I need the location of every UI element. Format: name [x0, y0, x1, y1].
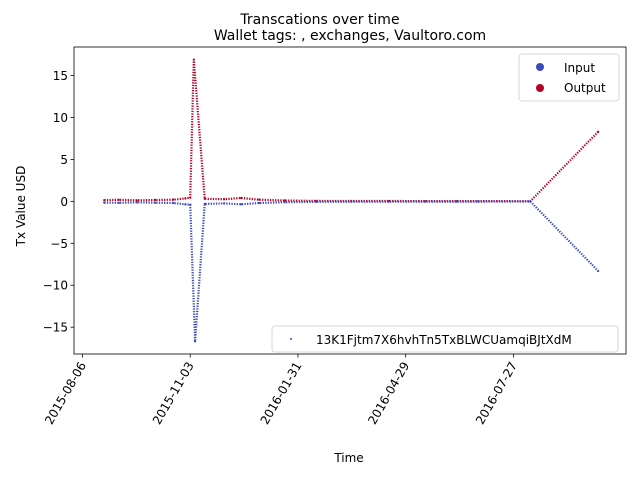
input-point	[315, 200, 318, 203]
output-point	[597, 130, 600, 133]
legend-label-input: Input	[564, 61, 595, 75]
input-point	[135, 201, 139, 204]
output-point	[154, 198, 157, 202]
input-point	[239, 203, 243, 206]
input-point	[423, 200, 427, 203]
output-point	[103, 198, 106, 202]
y-tick-label: −5	[50, 237, 68, 251]
input-point	[117, 201, 120, 204]
input-point	[172, 201, 175, 205]
output-point	[184, 197, 187, 200]
plot-axes: −15 −10 −5 0 5 10 15 2015-08-06 2015-11-03 2016-0…	[42, 69, 520, 427]
output-point	[203, 197, 206, 200]
input-point	[189, 203, 192, 206]
output-point	[192, 58, 195, 61]
y-tick-label: 10	[53, 111, 68, 125]
output-point	[258, 198, 261, 201]
y-tick-label: −15	[43, 321, 68, 335]
address-legend-box	[271, 325, 619, 353]
output-point	[117, 198, 120, 201]
y-tick-label: −10	[43, 279, 68, 293]
legend-label-output: Output	[564, 81, 606, 95]
data-points	[103, 58, 600, 343]
input-point	[387, 200, 390, 203]
legend-marker-output	[536, 84, 544, 92]
legend: Input Output	[518, 53, 620, 102]
input-point	[283, 201, 286, 204]
legend-box	[518, 53, 620, 102]
y-tick-label: 5	[60, 153, 68, 167]
output-point	[172, 198, 175, 201]
output-point	[135, 199, 139, 202]
input-point	[184, 203, 187, 206]
x-tick-label: 2015-08-06	[42, 360, 89, 427]
input-point	[103, 201, 106, 204]
input-point-cluster	[104, 200, 599, 342]
input-point	[455, 200, 458, 203]
address-legend-marker	[290, 338, 292, 340]
input-point	[477, 200, 480, 203]
x-tick-label: 2016-01-31	[258, 360, 305, 427]
y-axis-label: Tx Value USD	[14, 166, 28, 248]
x-tick-label: 2016-04-29	[365, 360, 412, 427]
input-point	[154, 201, 157, 204]
x-axis-label: Time	[333, 451, 363, 465]
input-point	[529, 200, 532, 203]
address-legend-label: 13K1Fjtm7X6hvhTn5TxBLWCUamqiBJtXdM	[316, 333, 572, 347]
legend-marker-input	[536, 63, 544, 71]
output-point	[283, 199, 286, 202]
y-tick-label: 0	[60, 195, 68, 209]
plot-frame	[73, 46, 627, 355]
input-point	[223, 202, 226, 205]
chart-title: Wallet tags: , exchanges, Vaultoro.com	[214, 28, 486, 44]
input-point	[203, 202, 206, 205]
input-point	[193, 340, 197, 343]
chart-suptitle: Transcations over time	[239, 12, 399, 28]
output-point	[223, 198, 226, 201]
output-point	[189, 196, 192, 199]
y-tick-label: 15	[53, 69, 68, 83]
input-point	[350, 200, 353, 203]
input-point	[258, 201, 261, 205]
input-point	[597, 269, 600, 273]
output-point	[239, 196, 243, 200]
address-legend: 13K1Fjtm7X6hvhTn5TxBLWCUamqiBJtXdM	[271, 325, 619, 353]
x-tick-label: 2015-11-03	[150, 360, 197, 427]
x-tick-label: 2016-07-27	[473, 360, 520, 427]
